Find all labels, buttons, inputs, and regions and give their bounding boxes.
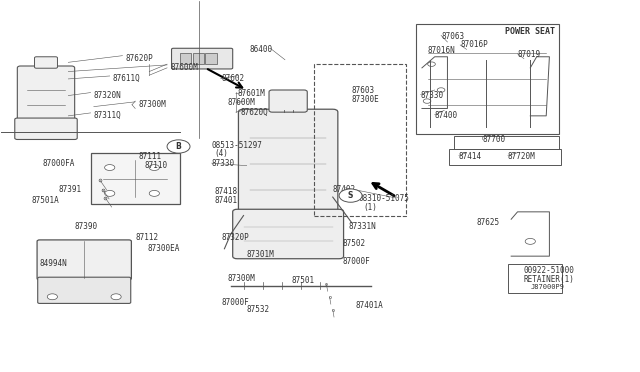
Text: 87720M: 87720M [508, 152, 536, 161]
Text: RETAINER(1): RETAINER(1) [524, 275, 575, 283]
Circle shape [47, 294, 58, 300]
Text: 87300E: 87300E [352, 95, 380, 104]
Text: 08513-51297: 08513-51297 [212, 141, 262, 150]
FancyBboxPatch shape [15, 118, 77, 140]
Bar [91, 153, 180, 205]
Text: 87620P: 87620P [125, 54, 154, 63]
Text: 87700: 87700 [483, 135, 506, 144]
Text: 87501A: 87501A [32, 196, 60, 205]
Text: J87000P9: J87000P9 [531, 284, 564, 290]
Text: B: B [175, 142, 181, 151]
Text: 87620Q: 87620Q [241, 108, 268, 117]
Bar [205, 53, 217, 64]
FancyBboxPatch shape [233, 209, 344, 259]
Bar [193, 53, 204, 64]
Text: 87320P: 87320P [221, 233, 249, 242]
Text: 87601M: 87601M [237, 89, 265, 98]
Text: 87311Q: 87311Q [94, 111, 122, 121]
Text: 87110: 87110 [145, 161, 168, 170]
Text: 87000FA: 87000FA [43, 159, 75, 169]
Text: 87401A: 87401A [355, 301, 383, 311]
Bar [314, 64, 406, 215]
Text: 87414: 87414 [459, 152, 482, 161]
FancyBboxPatch shape [239, 109, 338, 218]
Text: 87320N: 87320N [94, 91, 122, 100]
Text: 87300M: 87300M [138, 100, 166, 109]
Circle shape [437, 88, 445, 92]
Bar [454, 136, 559, 149]
Text: 87063: 87063 [441, 32, 464, 41]
Text: 08310-51075: 08310-51075 [358, 195, 409, 203]
Circle shape [167, 140, 190, 153]
Text: 87603: 87603 [352, 86, 375, 94]
FancyBboxPatch shape [172, 48, 233, 69]
Text: 87625: 87625 [476, 218, 499, 227]
Text: 87301M: 87301M [246, 250, 275, 259]
Text: 87600M: 87600M [170, 63, 198, 72]
Text: 87400: 87400 [435, 111, 458, 121]
Text: 87401: 87401 [215, 196, 238, 205]
Text: 87300EA: 87300EA [148, 244, 180, 253]
Text: 87390: 87390 [75, 222, 98, 231]
Circle shape [104, 190, 115, 196]
Text: 87418: 87418 [215, 187, 238, 196]
FancyBboxPatch shape [37, 240, 131, 280]
Text: S: S [348, 191, 353, 200]
Text: 87000F: 87000F [221, 298, 249, 307]
Text: 87000F: 87000F [342, 257, 370, 266]
Text: 87016N: 87016N [427, 46, 455, 55]
Text: 00922-51000: 00922-51000 [524, 266, 575, 275]
Circle shape [428, 62, 435, 66]
Bar [180, 53, 191, 64]
Text: (4): (4) [215, 149, 228, 158]
FancyBboxPatch shape [17, 66, 75, 121]
Text: 87501: 87501 [291, 276, 314, 285]
Text: 87112: 87112 [135, 233, 158, 242]
Bar [508, 263, 562, 293]
Text: (1): (1) [364, 202, 377, 212]
Circle shape [111, 294, 121, 300]
Circle shape [149, 164, 159, 170]
Circle shape [339, 189, 362, 202]
Text: 87330: 87330 [212, 159, 235, 169]
Text: POWER SEAT: POWER SEAT [505, 27, 555, 36]
Circle shape [423, 99, 431, 103]
FancyBboxPatch shape [269, 90, 307, 112]
Text: 87391: 87391 [59, 185, 82, 194]
Text: 87331N: 87331N [349, 222, 376, 231]
Text: 87402: 87402 [333, 185, 356, 194]
Text: 87330: 87330 [420, 91, 444, 100]
Text: 87019: 87019 [518, 51, 541, 60]
Circle shape [104, 164, 115, 170]
Text: 87502: 87502 [342, 239, 365, 248]
Text: 87611Q: 87611Q [113, 74, 141, 83]
FancyBboxPatch shape [38, 277, 131, 304]
Text: 86400: 86400 [250, 45, 273, 54]
Text: 87602: 87602 [221, 74, 244, 83]
Circle shape [525, 238, 536, 244]
Text: 87300M: 87300M [228, 274, 255, 283]
Text: 87016P: 87016P [460, 41, 488, 49]
Text: 87532: 87532 [246, 305, 270, 314]
Bar [415, 23, 559, 134]
Text: 84994N: 84994N [40, 259, 67, 268]
Circle shape [149, 190, 159, 196]
Text: 87600M: 87600M [228, 99, 255, 108]
Bar [449, 149, 561, 165]
FancyBboxPatch shape [35, 57, 58, 68]
Text: 87111: 87111 [138, 152, 161, 161]
